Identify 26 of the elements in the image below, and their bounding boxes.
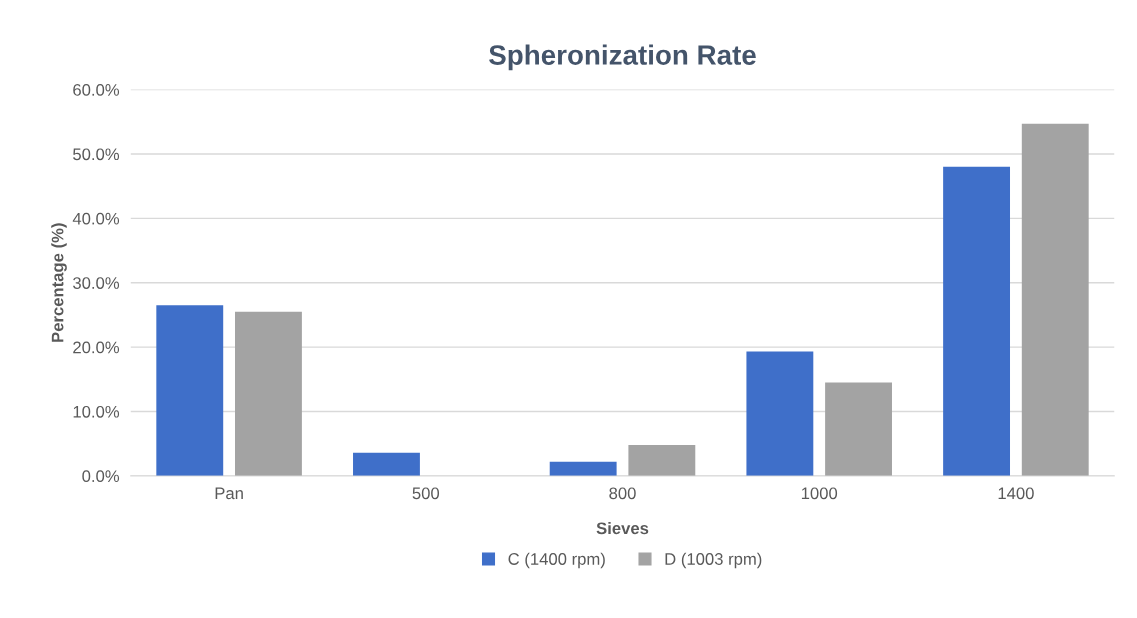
y-axis-title: Percentage (%) (51, 223, 67, 342)
y-tick-label: 30.0% (73, 277, 120, 289)
x-tick-label: 800 (609, 487, 636, 500)
x-tick-label: 1400 (998, 487, 1034, 500)
x-tick-label: 500 (412, 487, 440, 500)
y-tick-label: 0.0% (82, 470, 120, 483)
bar (1021, 123, 1089, 476)
y-tick-label: 10.0% (73, 405, 120, 418)
x-tick-label: 1000 (801, 487, 838, 500)
bar (235, 311, 302, 476)
bar (353, 452, 420, 476)
bar (628, 444, 696, 476)
bar (825, 382, 892, 476)
legend-label: D (1003 rpm) (665, 552, 762, 569)
chart-title: Spheronization Rate (489, 44, 756, 71)
x-tick-label: Pan (215, 487, 243, 500)
y-tick-label: 20.0% (73, 341, 120, 354)
bar (746, 351, 814, 476)
bar (549, 461, 617, 476)
y-tick-label: 40.0% (72, 212, 120, 225)
bar (156, 305, 224, 476)
legend-label: C (1400 rpm) (508, 552, 605, 569)
bar (943, 166, 1011, 476)
y-tick-label: 60.0% (73, 84, 120, 96)
y-tick-label: 50.0% (73, 148, 120, 161)
x-axis-title: Sieves (596, 521, 649, 535)
